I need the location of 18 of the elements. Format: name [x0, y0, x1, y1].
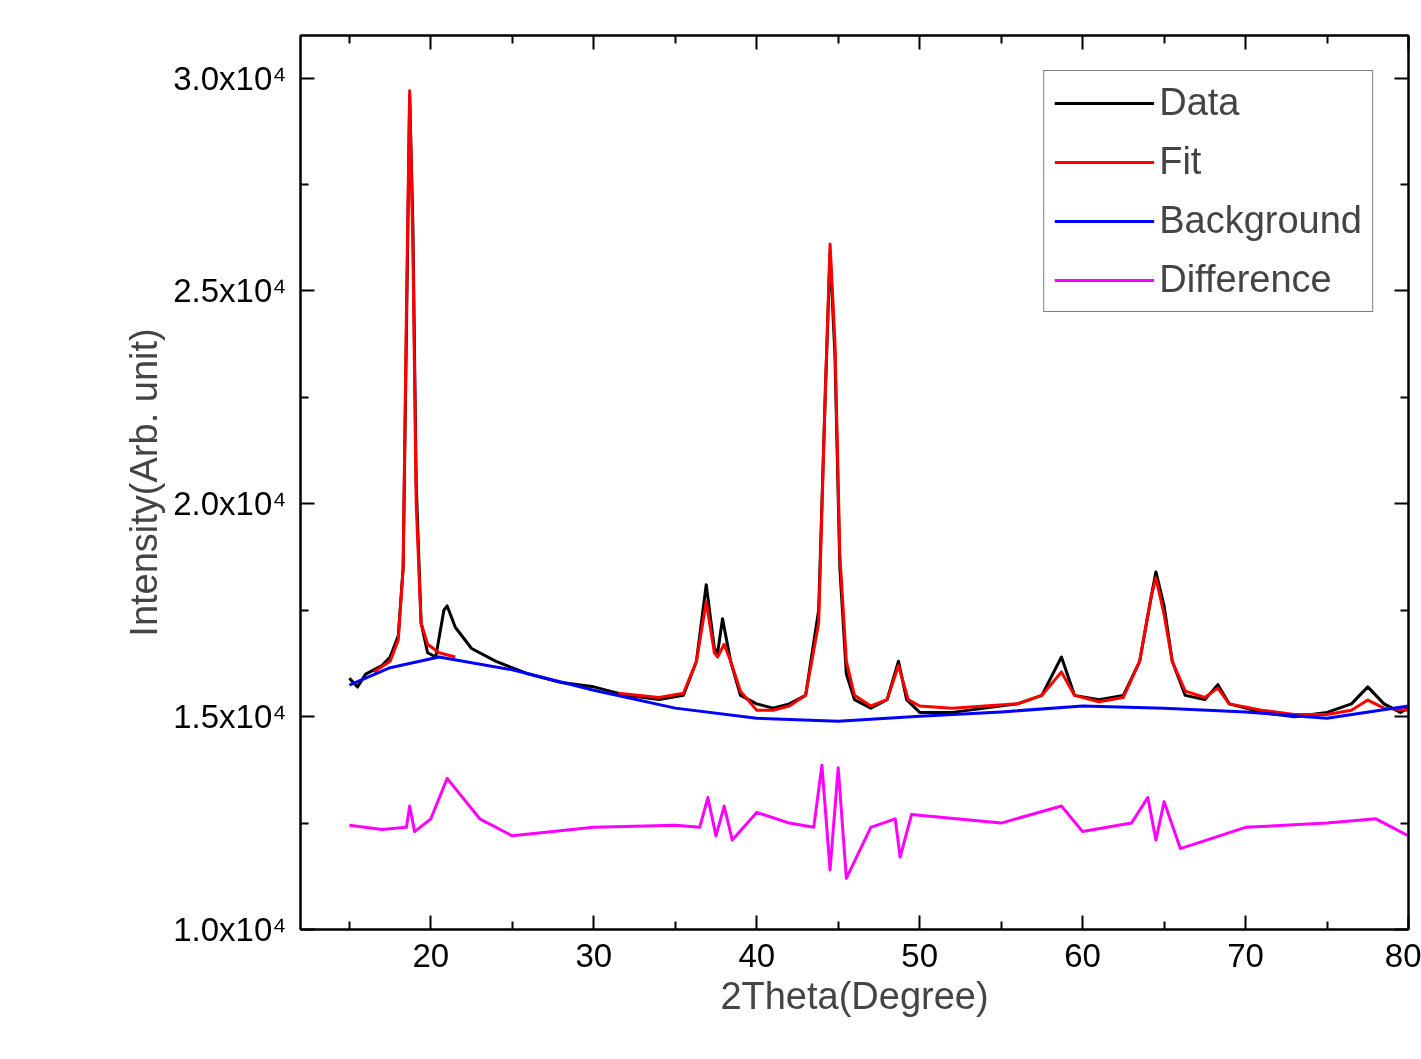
y-tick-label: 1.0x10⁴ [173, 911, 287, 948]
y-tick-label: 2.5x10⁴ [173, 272, 287, 310]
legend-label: Fit [1159, 140, 1202, 183]
x-tick-label: 70 [1227, 936, 1264, 974]
x-tick-label: 50 [901, 936, 939, 974]
x-axis-title: 2Theta(Degree) [720, 974, 989, 1017]
x-tick-label: 60 [1064, 936, 1101, 974]
legend-label: Background [1159, 199, 1362, 242]
y-tick-label: 3.0x10⁴ [173, 59, 287, 97]
x-tick-label: 20 [412, 936, 450, 974]
x-tick-label: 30 [575, 936, 613, 974]
x-tick-label: 40 [738, 936, 776, 974]
y-tick-label: 1.5x10⁴ [173, 698, 287, 736]
y-tick-label: 2.0x10⁴ [173, 485, 287, 523]
x-tick-label: 80 [1384, 936, 1421, 974]
legend-label: Difference [1159, 258, 1332, 301]
y-axis-title: Intensity(Arb. unit) [123, 328, 166, 637]
legend-label: Data [1159, 81, 1240, 124]
